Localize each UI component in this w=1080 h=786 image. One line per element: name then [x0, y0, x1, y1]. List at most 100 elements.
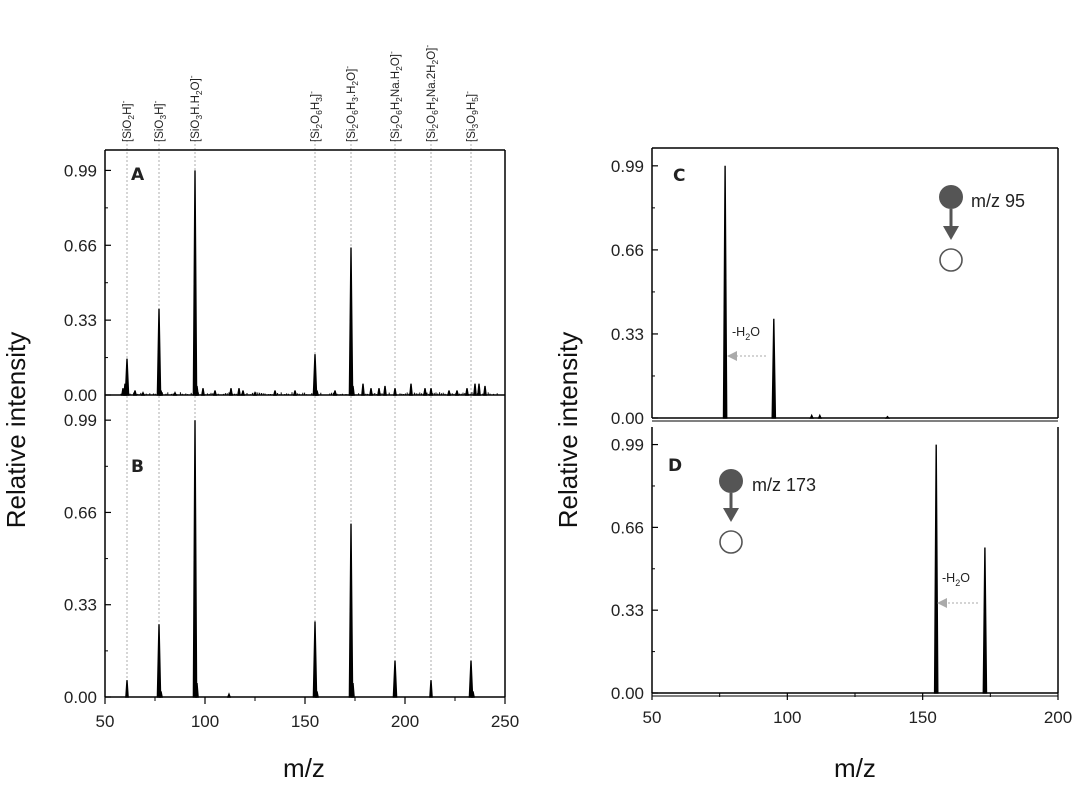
y-tick-label: 0.99 [611, 157, 644, 176]
ion-label-part: 5 [470, 97, 480, 102]
spectrum-peak [133, 390, 137, 396]
spectrum-peak [473, 383, 477, 396]
spectrum-peak [884, 415, 891, 419]
spectrum-peak [423, 388, 427, 396]
spectrum-peak [409, 383, 413, 396]
y-tick-label: 0.66 [611, 241, 644, 260]
arrowhead-icon [723, 508, 739, 522]
ion-label-part: - [462, 91, 472, 94]
ion-label-part: 2 [430, 97, 440, 102]
spectrum-peak [312, 621, 318, 698]
y-tick-label: 0.00 [64, 386, 97, 405]
spectrum-peak [429, 388, 433, 396]
ion-label: [Si2O6H3.H2O]- [342, 66, 360, 142]
ion-label-part: Na.H [390, 71, 402, 97]
fragment-ion-icon [939, 248, 963, 272]
spectrum-peak [392, 660, 398, 698]
spectrum-peak [273, 390, 277, 396]
ion-label-part: - [386, 51, 396, 54]
ion-label: [Si3O9H5]- [462, 91, 480, 142]
spectrum-peak [172, 391, 178, 396]
ion-label-part: O [426, 115, 438, 124]
ion-label-part: - [118, 100, 128, 103]
ion-label-part: O] [390, 54, 402, 66]
ion-label-part: H] [154, 103, 166, 115]
ion-label-part: 3 [314, 97, 324, 102]
ion-label-part: [Si [390, 129, 402, 142]
y-tick-label: 0.99 [64, 161, 97, 180]
ion-guide-lines [126, 140, 472, 697]
ion-label-part: 9 [470, 110, 480, 115]
spectrum-peak [226, 692, 232, 698]
ion-label-part: - [342, 66, 352, 69]
spectrum-peak [455, 390, 459, 396]
ion-label-part: 3 [350, 97, 360, 102]
spectrum-peak [192, 170, 198, 396]
spectrum-peak [201, 388, 205, 396]
ion-label-part: H [346, 102, 358, 110]
ion-label-part: 2 [314, 124, 324, 129]
ion-label-part: 6 [394, 110, 404, 115]
spectrum-peak [933, 444, 939, 694]
precursor-ion-icon [719, 469, 743, 493]
panel-b-letter: B [131, 457, 144, 477]
spectrum-peak [237, 388, 241, 396]
ion-label-part: [SiO [122, 120, 134, 142]
y-tick-label: 0.99 [64, 411, 97, 430]
x-tick-label: 100 [773, 708, 801, 727]
spectrum-peak [333, 390, 337, 396]
ion-label-part: 6 [350, 110, 360, 115]
spectrum-peak [982, 547, 988, 694]
x-tick-label: 150 [908, 708, 936, 727]
ion-label-part: [SiO [154, 120, 166, 142]
spectrum-peak [447, 390, 451, 396]
spectrum-peak [156, 624, 162, 698]
spectrum-peak [124, 358, 130, 396]
ion-label-part: O] [346, 69, 358, 81]
x-tick-label: 150 [291, 712, 319, 731]
panel-a: 0.00 0.33 0.66 0.99 [64, 149, 506, 405]
fragment-ion-icon [719, 530, 743, 554]
ion-label-part: 2 [194, 90, 204, 95]
spectrum-peak [125, 680, 129, 698]
spectrum-peak [361, 383, 365, 396]
ion-label-part: 6 [430, 110, 440, 115]
right-x-axis-title: m/z [834, 753, 876, 783]
ion-label-part: 2 [430, 60, 440, 65]
ion-label-part: H [426, 102, 438, 110]
panel-c-letter: C [673, 166, 685, 186]
ion-label-part: [Si [310, 129, 322, 142]
y-tick-label: 0.33 [64, 596, 97, 615]
spectrum-peak [809, 413, 814, 419]
spectrum-peak [465, 388, 469, 396]
ion-label-part: 2 [126, 115, 136, 120]
ion-label-part: - [306, 91, 316, 94]
x-tick-label: 200 [391, 712, 419, 731]
panel-a-letter: A [131, 165, 145, 185]
y-tick-label: 0.66 [64, 236, 97, 255]
panel-c: 0.00 0.33 0.66 0.99 [611, 147, 1059, 428]
panel-b: 0.00 0.33 0.66 0.99 50 100 150 200 250 [64, 395, 519, 731]
x-tick-label: 250 [491, 712, 519, 731]
water-loss-label-c: -H2O [732, 325, 760, 342]
ion-label-part: 2 [350, 81, 360, 86]
spectrum-peak [252, 391, 258, 396]
ion-label-part: 2 [394, 124, 404, 129]
y-tick-label: 0.00 [611, 684, 644, 703]
spectrum-peak [477, 383, 481, 396]
spectrum-peak [348, 247, 354, 396]
spectrum-peak [351, 385, 355, 396]
ion-label: [Si2O6H2Na.H2O]- [386, 51, 404, 142]
spectrum-peak [471, 691, 475, 698]
right-y-axis-title: Relative intensity [553, 332, 583, 529]
water-loss-arrowhead-c [727, 351, 737, 361]
spectrum-peak [315, 390, 319, 396]
spectrum-peak [192, 420, 198, 698]
ion-label-part: 6 [314, 110, 324, 115]
spectrum-peak [483, 385, 487, 396]
y-tick-label: 0.66 [611, 518, 644, 537]
spectrum-peak [348, 523, 354, 698]
ion-label-part: H [310, 102, 322, 110]
ion-label-part: H.H [190, 95, 202, 115]
